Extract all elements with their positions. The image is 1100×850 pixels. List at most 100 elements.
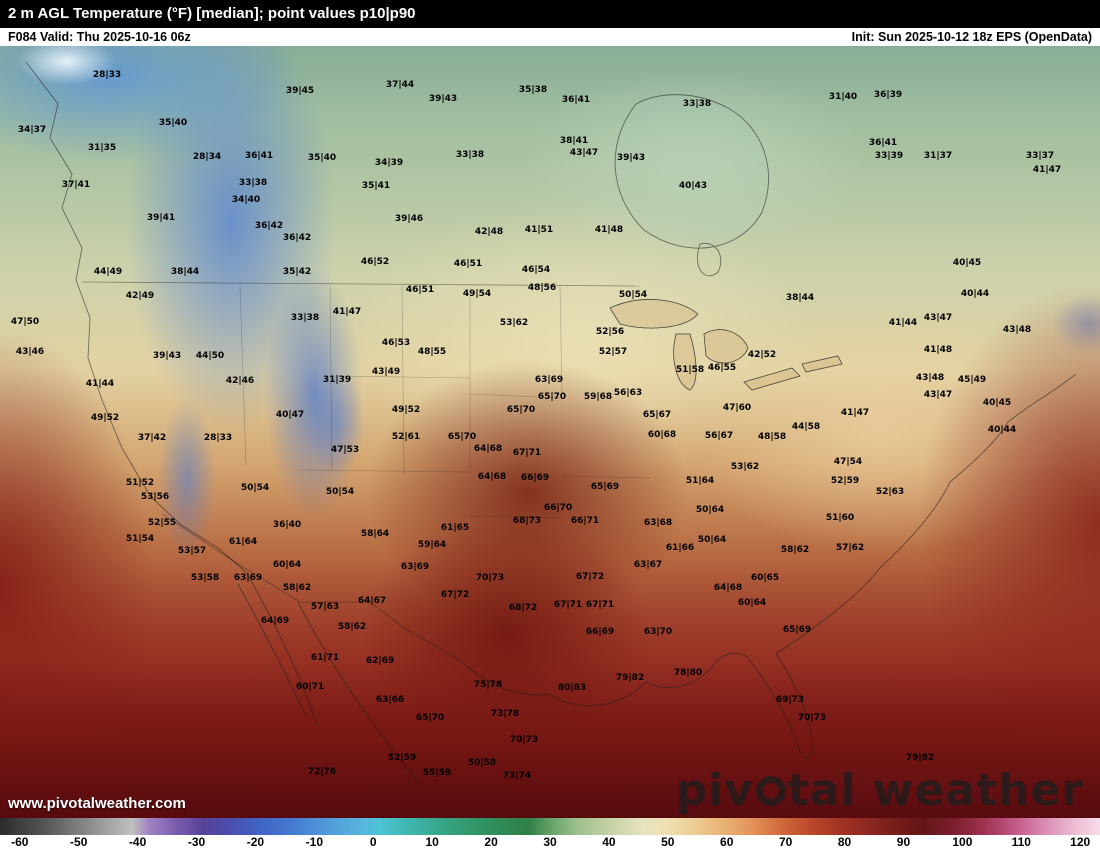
point-value: 53|58 (190, 573, 220, 583)
point-value: 41|47 (1032, 165, 1062, 175)
point-value: 52|55 (147, 518, 177, 528)
point-value: 60|71 (295, 682, 325, 692)
point-value: 66|70 (543, 503, 573, 513)
point-value: 67|72 (440, 590, 470, 600)
point-value: 50|54 (240, 483, 270, 493)
point-value: 53|62 (499, 318, 529, 328)
point-value: 39|43 (616, 153, 646, 163)
point-value: 67|71 (512, 448, 542, 458)
point-value: 41|48 (923, 345, 953, 355)
colorbar-tick-label: -10 (305, 835, 324, 849)
point-value: 35|41 (361, 181, 391, 191)
point-value: 53|62 (730, 462, 760, 472)
point-value: 42|48 (474, 227, 504, 237)
point-value: 50|54 (325, 487, 355, 497)
logo-ring-icon (755, 775, 786, 806)
point-value: 37|41 (61, 180, 91, 190)
point-value: 67|72 (575, 572, 605, 582)
colorbar-tick-label: 20 (484, 835, 498, 849)
border-mexico-us (161, 513, 463, 663)
point-value: 64|67 (357, 596, 387, 606)
point-value: 33|38 (682, 99, 712, 109)
sub-header: F084 Valid: Thu 2025-10-16 06z Init: Sun… (0, 28, 1100, 46)
point-value: 51|54 (125, 534, 155, 544)
point-value: 39|41 (146, 213, 176, 223)
map-boundaries (25, 61, 1077, 785)
point-value: 79|82 (905, 753, 935, 763)
point-value: 66|69 (520, 473, 550, 483)
colorbar-tick-label: 0 (369, 835, 377, 849)
point-value: 49|54 (462, 289, 492, 299)
point-value: 64|69 (260, 616, 290, 626)
point-value: 43|49 (371, 367, 401, 377)
point-value: 40|47 (275, 410, 305, 420)
coastline-florida (747, 653, 813, 758)
point-value: 61|71 (310, 653, 340, 663)
point-value: 59|64 (417, 540, 447, 550)
state-border (401, 285, 405, 475)
point-value: 63|68 (643, 518, 673, 528)
point-value: 39|43 (152, 351, 182, 361)
point-value: 67|71 (553, 600, 583, 610)
point-value: 36|40 (272, 520, 302, 530)
state-border (561, 475, 651, 479)
point-value: 44|50 (195, 351, 225, 361)
point-value: 52|56 (595, 327, 625, 337)
border-canada-us (81, 281, 641, 287)
map-title: 2 m AGL Temperature (°F) [median]; point… (0, 0, 1100, 28)
point-value: 57|62 (835, 543, 865, 553)
point-value: 28|33 (203, 433, 233, 443)
point-value: 39|45 (285, 86, 315, 96)
point-value: 65|67 (642, 410, 672, 420)
point-value: 31|39 (322, 375, 352, 385)
point-value: 78|80 (673, 668, 703, 678)
point-value: 53|57 (177, 546, 207, 556)
hudson-bay-outline (614, 94, 769, 249)
point-value: 47|60 (722, 403, 752, 413)
point-value: 63|67 (633, 560, 663, 570)
point-value: 66|71 (570, 516, 600, 526)
point-value: 34|39 (374, 158, 404, 168)
point-value: 34|37 (17, 125, 47, 135)
point-value: 47|53 (330, 445, 360, 455)
point-value: 53|56 (140, 492, 170, 502)
point-value: 52|61 (391, 432, 421, 442)
point-value: 41|48 (594, 225, 624, 235)
point-value: 58|62 (780, 545, 810, 555)
point-value: 31|35 (87, 143, 117, 153)
colorbar-tick-label: 10 (425, 835, 439, 849)
valid-time-label: F084 Valid: Thu 2025-10-16 06z (8, 30, 191, 44)
point-value: 65|70 (506, 405, 536, 415)
point-value: 35|38 (518, 85, 548, 95)
point-value: 33|37 (1025, 151, 1055, 161)
point-value: 34|40 (231, 195, 261, 205)
point-value: 56|67 (704, 431, 734, 441)
point-value: 36|39 (873, 90, 903, 100)
point-value: 70|73 (475, 573, 505, 583)
coastline-gulf (461, 652, 749, 707)
lake-michigan (673, 333, 697, 391)
point-value: 50|58 (467, 758, 497, 768)
point-value: 63|69 (233, 573, 263, 583)
point-value: 49|52 (90, 413, 120, 423)
point-value: 58|62 (337, 622, 367, 632)
point-value: 59|68 (583, 392, 613, 402)
point-value: 73|78 (490, 709, 520, 719)
lake-superior (609, 299, 699, 329)
point-value: 57|63 (310, 602, 340, 612)
lake-huron (703, 329, 749, 364)
point-value: 52|63 (875, 487, 905, 497)
point-value: 64|68 (713, 583, 743, 593)
point-value: 46|51 (453, 259, 483, 269)
coastline-baja-west (245, 571, 319, 729)
state-border (559, 285, 563, 395)
point-value: 38|41 (559, 136, 589, 146)
point-value: 46|53 (381, 338, 411, 348)
point-value: 43|47 (569, 148, 599, 158)
point-value: 60|68 (647, 430, 677, 440)
colorbar-tick-label: -30 (187, 835, 206, 849)
state-border (469, 393, 563, 399)
point-value: 62|69 (365, 656, 395, 666)
point-value: 40|45 (982, 398, 1012, 408)
